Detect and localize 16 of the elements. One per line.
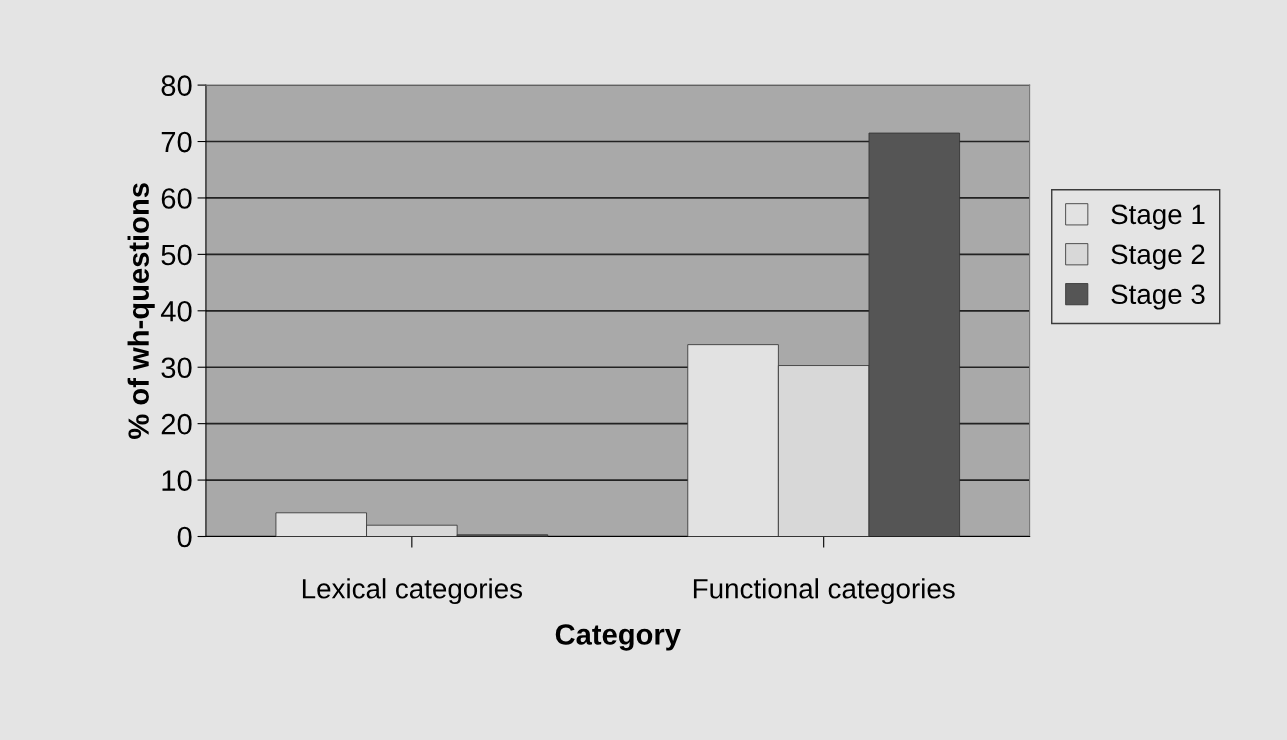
legend-label: Stage 3: [1111, 284, 1205, 310]
y-tick-label: 20: [161, 413, 192, 435]
y-axis-title: % of wh-questions: [127, 183, 155, 439]
x-tick-label: Lexical categories: [302, 578, 523, 605]
y-tick-label: 30: [161, 357, 192, 379]
y-tick-label: 70: [161, 131, 192, 153]
legend-label: Stage 1: [1111, 204, 1205, 230]
y-tick-label: 40: [160, 301, 192, 322]
x-tick-label: Functional categories: [693, 578, 955, 605]
y-tick-label: 60: [161, 188, 192, 209]
y-tick-label: 50: [161, 244, 192, 266]
y-tick-label: 0: [177, 526, 192, 548]
y-tick-label: 80: [161, 75, 192, 96]
legend-label: Stage 2: [1111, 244, 1205, 270]
y-tick-label: 10: [162, 470, 192, 491]
x-axis-title: Category: [555, 624, 681, 651]
